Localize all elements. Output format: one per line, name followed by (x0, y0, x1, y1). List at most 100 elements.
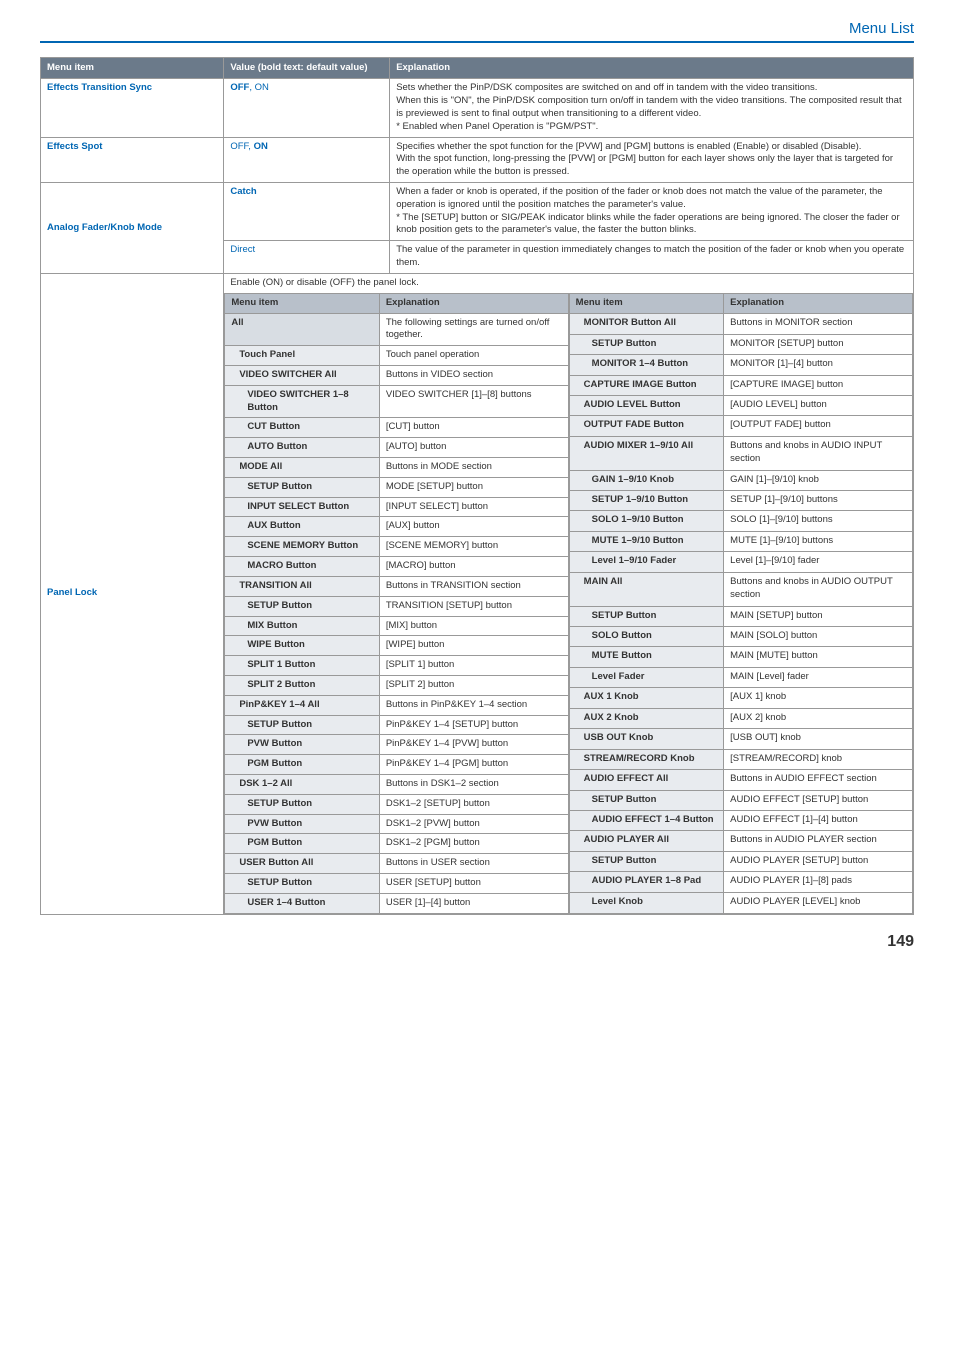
nested-row: MONITOR 1–4 ButtonMONITOR [1]–[4] button (569, 355, 912, 375)
row-panel-lock: Panel Lock Enable (ON) or disable (OFF) … (41, 273, 914, 914)
nested-row: SETUP ButtonUSER [SETUP] button (225, 874, 568, 894)
nested-item-label: WIPE Button (225, 636, 380, 656)
nested-item-label: GAIN 1–9/10 Knob (569, 470, 724, 490)
nested-item-label: CUT Button (225, 418, 380, 438)
nested-row: Level FaderMAIN [Level] fader (569, 667, 912, 687)
nested-item-label: AUDIO MIXER 1–9/10 All (569, 436, 724, 470)
nested-row: AUDIO EFFECT AllButtons in AUDIO EFFECT … (569, 770, 912, 790)
nested-item-label: OUTPUT FADE Button (569, 416, 724, 436)
value-text: OFF (230, 82, 249, 93)
nested-item-exp: The following settings are turned on/off… (379, 313, 568, 346)
nested-item-label: SETUP Button (569, 334, 724, 354)
nested-item-label: MAIN All (569, 572, 724, 606)
nested-item-exp: MAIN [SETUP] button (724, 606, 913, 626)
nested-item-exp: [AUTO] button (379, 438, 568, 458)
row-effects-transition-sync: Effects Transition Sync OFF, ON Sets whe… (41, 79, 914, 137)
nested-item-exp: [SPLIT 2] button (379, 675, 568, 695)
nested-item-label: SPLIT 1 Button (225, 656, 380, 676)
nested-item-label: PVW Button (225, 814, 380, 834)
page-header: Menu List (40, 20, 914, 37)
nested-row: Level 1–9/10 FaderLevel [1]–[9/10] fader (569, 552, 912, 572)
nested-item-exp: Buttons in MODE section (379, 458, 568, 478)
header-rule (40, 41, 914, 43)
main-table: Menu item Value (bold text: default valu… (40, 57, 914, 915)
nested-row: AUX 2 Knob[AUX 2] knob (569, 708, 912, 728)
item-label: Panel Lock (41, 273, 224, 914)
nested-item-label: SETUP Button (225, 874, 380, 894)
nested-item-exp: SETUP [1]–[9/10] buttons (724, 491, 913, 511)
nested-row: MAIN AllButtons and knobs in AUDIO OUTPU… (569, 572, 912, 606)
nested-item-exp: Buttons in VIDEO section (379, 365, 568, 385)
nested-item-exp: MONITOR [SETUP] button (724, 334, 913, 354)
nested-item-exp: MODE [SETUP] button (379, 477, 568, 497)
nested-item-label: TRANSITION All (225, 576, 380, 596)
nested-row: PVW ButtonDSK1–2 [PVW] button (225, 814, 568, 834)
nested-row: PGM ButtonDSK1–2 [PGM] button (225, 834, 568, 854)
nested-item-label: AUX 1 Knob (569, 688, 724, 708)
nested-item-exp: Buttons in AUDIO EFFECT section (724, 770, 913, 790)
nested-item-label: SETUP Button (225, 596, 380, 616)
nested-row: SETUP ButtonDSK1–2 [SETUP] button (225, 794, 568, 814)
explanation-text: The value of the parameter in question i… (390, 241, 914, 274)
value-text: ON (254, 141, 268, 152)
row-analog-fader-knob-catch: Analog Fader/Knob Mode Catch When a fade… (41, 183, 914, 241)
nested-item-exp: AUDIO PLAYER [SETUP] button (724, 851, 913, 871)
nested-item-label: PGM Button (225, 755, 380, 775)
nested-row: Touch PanelTouch panel operation (225, 346, 568, 366)
nested-item-exp: Buttons in AUDIO PLAYER section (724, 831, 913, 851)
nested-row: INPUT SELECT Button[INPUT SELECT] button (225, 497, 568, 517)
nested-item-exp: [AUX] button (379, 517, 568, 537)
nested-row: AUX Button[AUX] button (225, 517, 568, 537)
nested-item-label: AUDIO EFFECT All (569, 770, 724, 790)
nested-item-label: SETUP Button (569, 851, 724, 871)
nested-item-exp: MAIN [Level] fader (724, 667, 913, 687)
nested-item-exp: [STREAM/RECORD] knob (724, 749, 913, 769)
nested-item-label: SETUP Button (569, 790, 724, 810)
nested-item-exp: GAIN [1]–[9/10] knob (724, 470, 913, 490)
nested-item-label: AUX 2 Knob (569, 708, 724, 728)
nested-row: CAPTURE IMAGE Button[CAPTURE IMAGE] butt… (569, 375, 912, 395)
nested-item-label: Level Fader (569, 667, 724, 687)
nested-item-label: SPLIT 2 Button (225, 675, 380, 695)
explanation-text: Sets whether the PinP/DSK composites are… (390, 79, 914, 137)
nested-row: SOLO 1–9/10 ButtonSOLO [1]–[9/10] button… (569, 511, 912, 531)
nested-item-exp: Buttons in PinP&KEY 1–4 section (379, 695, 568, 715)
nested-row: MIX Button[MIX] button (225, 616, 568, 636)
nested-item-label: STREAM/RECORD Knob (569, 749, 724, 769)
nested-item-label: MONITOR Button All (569, 314, 724, 334)
panel-lock-left-table: Menu itemExplanation AllThe following se… (224, 293, 568, 914)
nested-item-label: PVW Button (225, 735, 380, 755)
nested-item-label: AUDIO LEVEL Button (569, 395, 724, 415)
nested-row: DSK 1–2 AllButtons in DSK1–2 section (225, 775, 568, 795)
nested-item-label: AUDIO PLAYER 1–8 Pad (569, 872, 724, 892)
nested-item-label: SETUP Button (225, 715, 380, 735)
nested-item-label: SCENE MEMORY Button (225, 537, 380, 557)
main-table-header: Menu item Value (bold text: default valu… (41, 57, 914, 79)
nested-row: USER 1–4 ButtonUSER [1]–[4] button (225, 893, 568, 913)
nested-row: SETUP ButtonMONITOR [SETUP] button (569, 334, 912, 354)
nested-row: CUT Button[CUT] button (225, 418, 568, 438)
nested-item-label: MACRO Button (225, 557, 380, 577)
nested-item-label: Touch Panel (225, 346, 380, 366)
nested-item-label: Level 1–9/10 Fader (569, 552, 724, 572)
nested-item-label: DSK 1–2 All (225, 775, 380, 795)
page-number: 149 (40, 933, 914, 951)
panel-lock-right-table: Menu itemExplanation MONITOR Button AllB… (569, 293, 913, 914)
nested-item-label: AUDIO EFFECT 1–4 Button (569, 811, 724, 831)
nested-item-label: PGM Button (225, 834, 380, 854)
nested-row: Level KnobAUDIO PLAYER [LEVEL] knob (569, 892, 912, 913)
nested-item-exp: Buttons in DSK1–2 section (379, 775, 568, 795)
nested-item-exp: [AUX 2] knob (724, 708, 913, 728)
nested-item-label: MIX Button (225, 616, 380, 636)
nested-row: AUDIO PLAYER AllButtons in AUDIO PLAYER … (569, 831, 912, 851)
nested-row: SETUP ButtonTRANSITION [SETUP] button (225, 596, 568, 616)
nested-item-label: SOLO 1–9/10 Button (569, 511, 724, 531)
nested-item-label: SETUP Button (225, 794, 380, 814)
nested-row: AUDIO MIXER 1–9/10 AllButtons and knobs … (569, 436, 912, 470)
nested-item-label: AUX Button (225, 517, 380, 537)
nested-item-exp: [SCENE MEMORY] button (379, 537, 568, 557)
col-explanation: Explanation (390, 57, 914, 79)
nested-item-exp: AUDIO PLAYER [LEVEL] knob (724, 892, 913, 913)
nested-item-label: MONITOR 1–4 Button (569, 355, 724, 375)
nested-row: GAIN 1–9/10 KnobGAIN [1]–[9/10] knob (569, 470, 912, 490)
